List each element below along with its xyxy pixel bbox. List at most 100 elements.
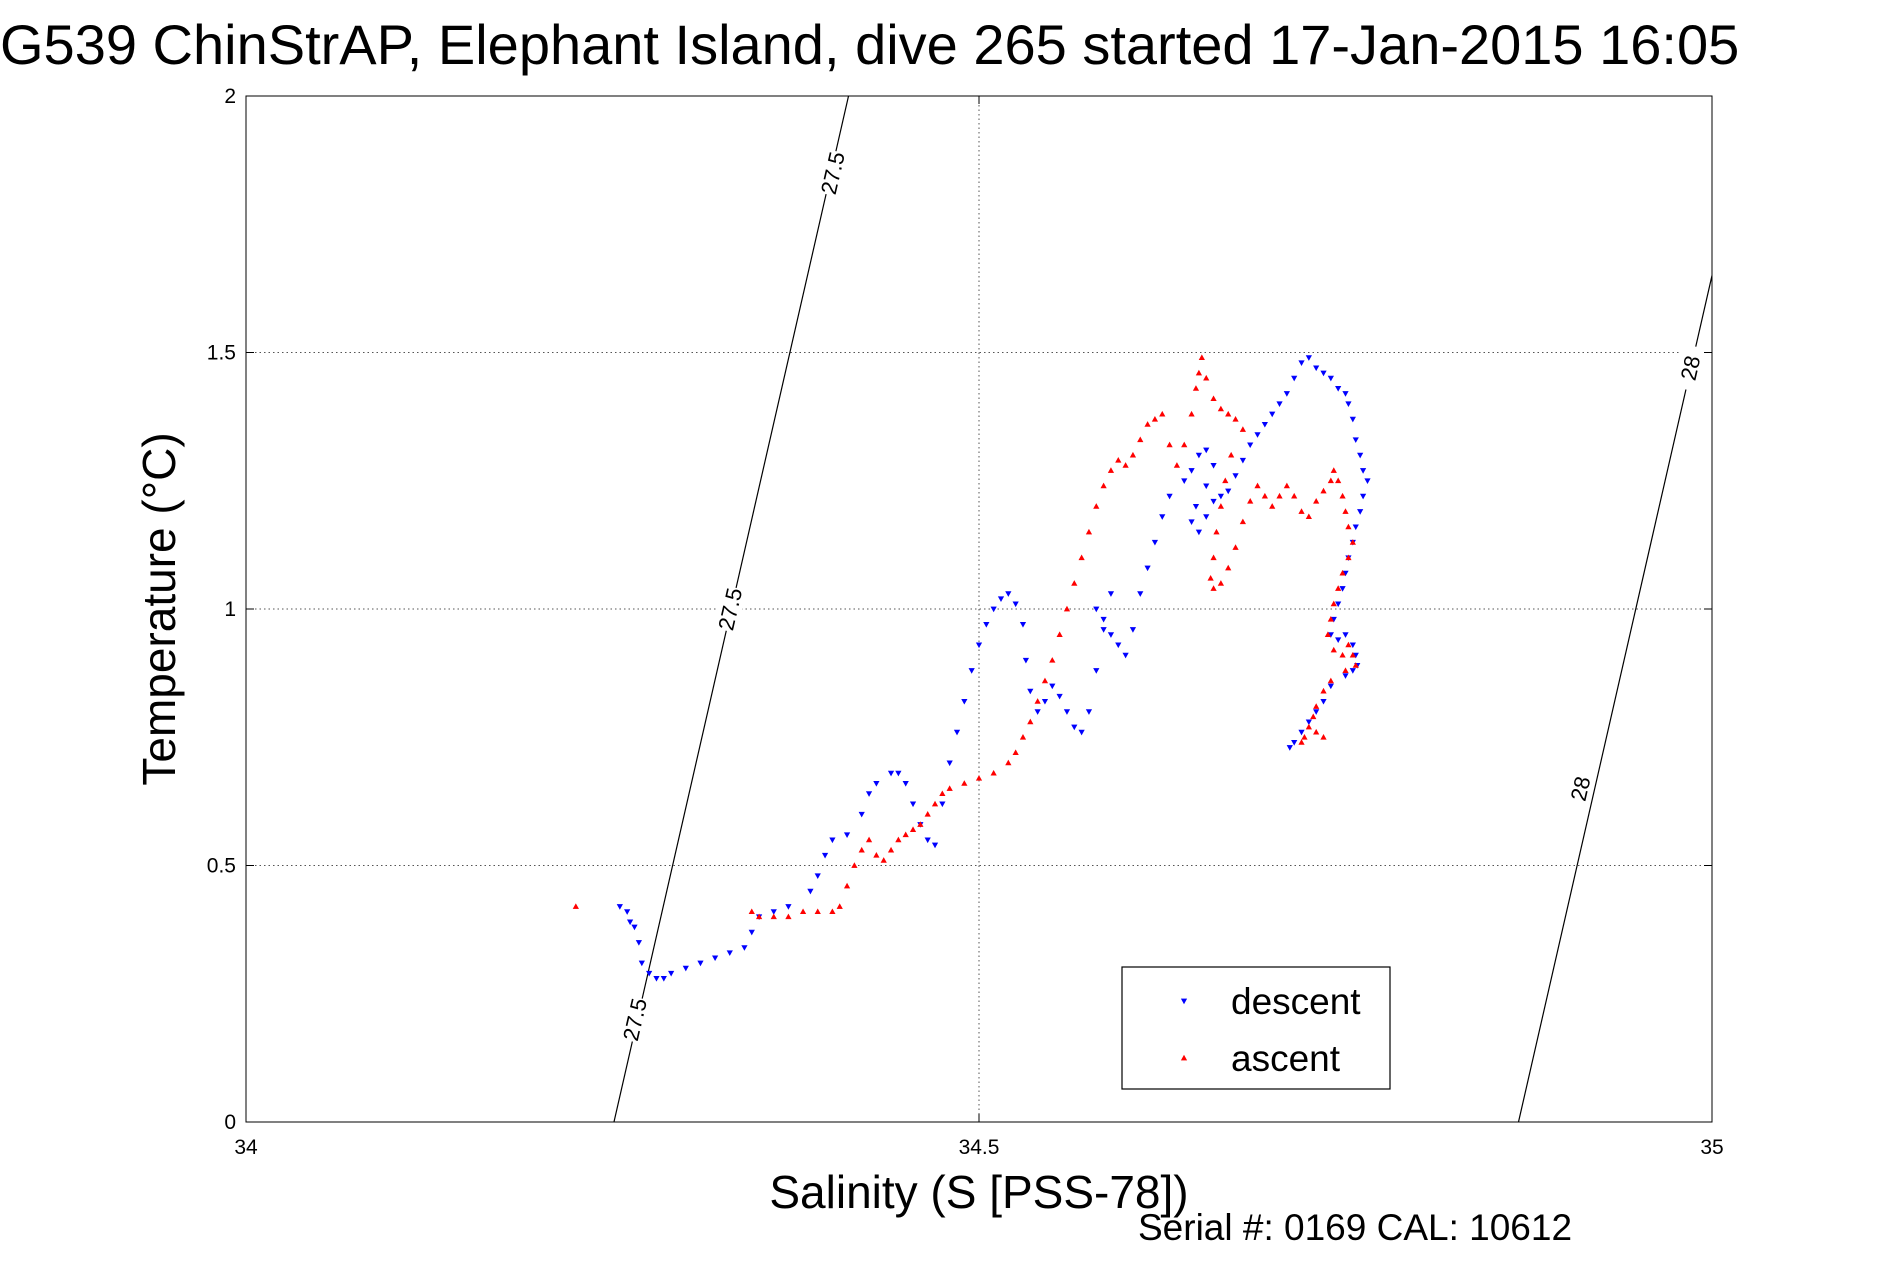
descent-point (1327, 683, 1334, 690)
descent-point (624, 909, 631, 915)
ascent-point (1210, 554, 1217, 561)
descent-point (902, 781, 909, 787)
descent-point (1100, 627, 1107, 633)
descent-point (1254, 432, 1261, 438)
descent-point (1210, 498, 1217, 505)
ascent-point (1078, 554, 1085, 561)
ascent-point (1349, 651, 1356, 658)
ascent-point (1313, 703, 1320, 709)
ascent-point (1320, 687, 1327, 694)
ascent-point (1195, 369, 1203, 376)
descent-point (924, 837, 931, 844)
descent-point (1049, 683, 1056, 690)
ascent-point (1291, 492, 1298, 499)
descent-point (1291, 739, 1298, 746)
ascent-point (1339, 492, 1346, 499)
legend-box (1121, 966, 1391, 1090)
ascent-point (1071, 580, 1078, 586)
ascent-point (799, 908, 807, 915)
ascent-point (1085, 528, 1093, 535)
descent-point (646, 970, 653, 977)
ascent-point (1305, 513, 1312, 520)
ascent-point (748, 908, 755, 915)
ascent-point (1339, 569, 1346, 576)
ascent-point (1232, 415, 1239, 422)
descent-point (1188, 519, 1195, 526)
descent-point (1247, 442, 1254, 449)
ascent-point (1225, 564, 1232, 571)
y-tick-label: 1.5 (207, 342, 236, 365)
ascent-point (880, 857, 887, 863)
ascent-point (1151, 415, 1159, 422)
ascent-point (1019, 734, 1027, 740)
descent-point (668, 970, 675, 977)
descent-point (1359, 468, 1367, 474)
descent-point (821, 852, 829, 859)
descent-point (1261, 421, 1268, 428)
ascent-point (1222, 477, 1229, 484)
descent-point (1357, 452, 1364, 459)
descent-point (638, 960, 645, 967)
isopycnal-line (1517, 275, 1712, 1122)
descent-point (975, 642, 983, 649)
descent-point (712, 955, 719, 962)
ascent-point (1093, 503, 1100, 509)
ascent-point (1217, 503, 1224, 509)
descent-point (770, 909, 777, 915)
ascent-point (1298, 508, 1305, 514)
descent-point (1327, 375, 1334, 382)
descent-point (1357, 509, 1364, 515)
descent-point (1320, 370, 1327, 377)
ascent-point (1320, 734, 1327, 740)
isopycnal-label-bg (1673, 343, 1707, 393)
data-points (572, 354, 1371, 982)
ascent-point (1232, 544, 1239, 550)
ascent-point (1203, 374, 1210, 381)
descent-point (1192, 504, 1200, 510)
descent-point (1203, 483, 1210, 490)
descent-point (616, 904, 623, 910)
descent-point (1276, 401, 1283, 408)
isopycnal-label: 28 (1676, 353, 1706, 382)
ascent-point (1327, 477, 1334, 484)
ascent-point (1144, 421, 1151, 427)
ascent-point (1345, 523, 1352, 530)
descent-point (1305, 719, 1312, 726)
ascent-point (1100, 482, 1107, 489)
descent-point (997, 596, 1005, 602)
descent-point (1210, 462, 1217, 469)
ascent-point (946, 785, 953, 791)
descent-point (1093, 668, 1100, 674)
descent-point (968, 668, 975, 674)
ascent-point (1352, 662, 1359, 668)
descent-point (1232, 473, 1239, 479)
descent-point (1034, 709, 1041, 715)
ascent-point (887, 846, 895, 853)
ascent-point (1239, 518, 1246, 525)
descent-point (1305, 355, 1312, 361)
ascent-point (1330, 467, 1337, 473)
ascent-point (1345, 641, 1352, 648)
ascent-point (1342, 667, 1349, 673)
descent-point (953, 729, 961, 736)
chart-title: G539 ChinStrAP, Elephant Island, dive 26… (0, 13, 1739, 76)
descent-point (1041, 698, 1049, 705)
isopycnal-label-bg (713, 584, 747, 634)
ascent-point (1173, 462, 1181, 468)
descent-point (748, 929, 755, 936)
descent-point (858, 811, 865, 818)
legend: descent ascent (1121, 966, 1391, 1090)
descent-point (697, 960, 704, 967)
descent-point (1313, 365, 1320, 372)
ascent-point (1063, 605, 1071, 612)
ascent-point (851, 862, 858, 868)
descent-point (1225, 488, 1232, 495)
descent-point (1291, 375, 1298, 382)
ascent-point (975, 775, 983, 781)
ascent-point (1115, 457, 1122, 463)
descent-point (1352, 437, 1359, 443)
ascent-point (770, 913, 777, 920)
ascent-point (1129, 451, 1137, 458)
descent-point (1269, 411, 1276, 418)
ascent-point (1330, 646, 1337, 653)
